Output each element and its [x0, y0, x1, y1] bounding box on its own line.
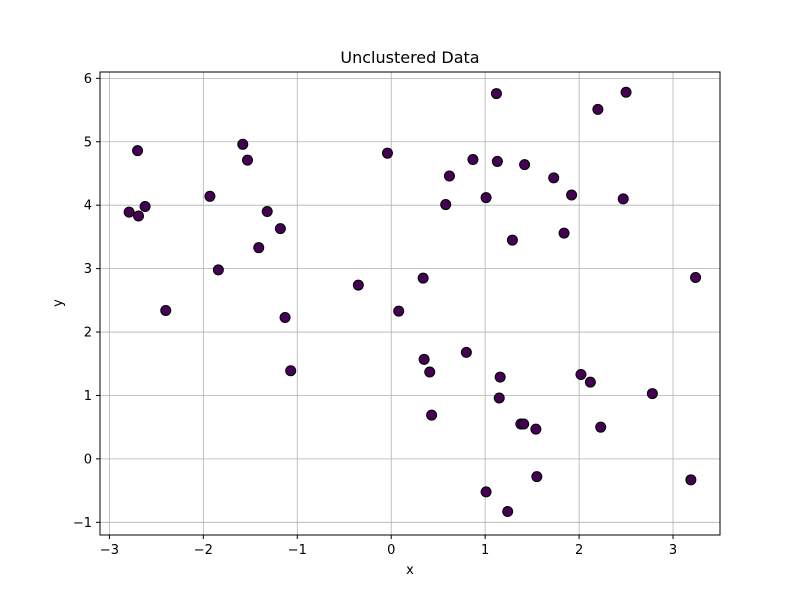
chart-title: Unclustered Data: [340, 48, 479, 67]
y-tick-label: 1: [84, 389, 92, 404]
data-point: [237, 138, 249, 150]
x-tick-label: −3: [100, 543, 119, 558]
x-tick-label: 0: [387, 543, 395, 558]
data-point: [285, 365, 297, 377]
x-axis-label: x: [406, 563, 414, 578]
x-tick-label: 3: [669, 543, 677, 558]
data-point: [566, 189, 578, 201]
data-point: [204, 190, 216, 202]
data-point: [133, 210, 145, 222]
data-point: [480, 192, 492, 204]
x-tick-label: −1: [288, 543, 307, 558]
data-point: [584, 376, 596, 388]
data-point: [494, 371, 506, 383]
data-point: [620, 86, 632, 98]
x-tick-label: −2: [194, 543, 213, 558]
data-point: [440, 199, 452, 211]
data-point: [575, 369, 587, 381]
data-point: [592, 103, 604, 115]
data-point: [460, 346, 472, 358]
data-point: [274, 223, 286, 235]
data-point: [132, 145, 144, 157]
data-point: [502, 506, 514, 518]
data-point: [685, 474, 697, 486]
grid-lines: [100, 72, 720, 535]
data-point: [241, 154, 253, 166]
data-point: [123, 206, 135, 218]
y-tick-label: 4: [84, 199, 92, 214]
data-point: [393, 305, 405, 317]
data-point: [279, 311, 291, 323]
data-point: [518, 418, 530, 430]
data-point: [595, 421, 607, 433]
y-tick-label: 0: [84, 452, 92, 467]
y-tick-label: 2: [84, 326, 92, 341]
data-point: [424, 366, 436, 378]
data-point: [212, 264, 224, 276]
data-point: [558, 227, 570, 239]
data-point: [690, 271, 702, 283]
data-point: [467, 154, 479, 166]
data-point: [443, 170, 455, 182]
data-point: [381, 147, 393, 159]
data-point: [490, 88, 502, 100]
data-point: [530, 423, 542, 435]
y-tick-label: 5: [84, 135, 92, 150]
data-point: [548, 172, 560, 184]
data-point: [491, 155, 503, 167]
data-point: [418, 353, 430, 365]
plot-area-frame: [99, 71, 721, 536]
y-axis-label: y: [51, 299, 66, 307]
data-point: [426, 409, 438, 421]
data-point: [646, 388, 658, 400]
y-tick-label: 6: [84, 72, 92, 87]
axis-ticks: −3 −2 −1 0 1 2 3 −1 0 1 2 3 4 5 6: [73, 72, 677, 558]
data-point: [519, 159, 531, 171]
data-point: [480, 486, 492, 498]
x-tick-label: 1: [481, 543, 489, 558]
data-point: [352, 279, 364, 291]
y-tick-label: −1: [73, 516, 92, 531]
data-point: [531, 471, 543, 483]
data-points: [123, 86, 702, 518]
y-tick-label: 3: [84, 262, 92, 277]
data-point: [506, 234, 518, 246]
data-point: [617, 193, 629, 205]
data-point: [139, 200, 151, 212]
data-point: [417, 272, 429, 284]
data-point: [160, 304, 172, 316]
x-tick-label: 2: [575, 543, 583, 558]
data-point: [261, 206, 273, 218]
data-point: [253, 242, 265, 254]
data-point: [493, 392, 505, 404]
